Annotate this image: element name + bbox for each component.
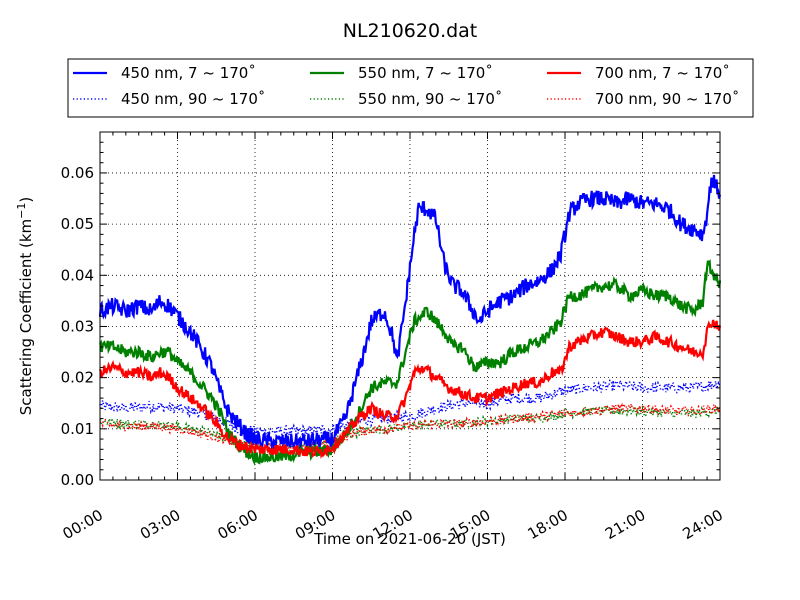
series-line-450-nm-90-170: [99, 377, 721, 440]
y-tick-label: 0.03: [61, 317, 94, 335]
series-line-550-nm-7-170: [99, 258, 722, 467]
series-layer: [98, 174, 722, 467]
legend-label-700-nm-90-170: 700 nm, 90 ~ 170˚: [595, 90, 739, 108]
y-tick-label: 0.04: [61, 266, 94, 284]
y-axis-title: Scattering Coefficient (km−1): [15, 197, 35, 416]
legend-label-450-nm-7-170: 450 nm, 7 ~ 170˚: [121, 64, 256, 82]
y-tick-label: 0.06: [61, 164, 94, 182]
legend-label-550-nm-90-170: 550 nm, 90 ~ 170˚: [358, 90, 502, 108]
y-tick-label: 0.05: [61, 215, 94, 233]
plot-area: 00:00 03:00 06:00 09:00 12:00 15:00 18:00 21:00…: [60, 131, 726, 543]
legend-label-700-nm-7-170: 700 nm, 7 ~ 170˚: [595, 64, 730, 82]
legend: 450 nm, 7 ~ 170˚ 550 nm, 7 ~ 170˚ 700 nm, …: [67, 58, 754, 118]
legend-frame: [67, 58, 754, 118]
y-tick-label: 0.02: [61, 369, 94, 387]
legend-label-550-nm-7-170: 550 nm, 7 ~ 170˚: [358, 64, 493, 82]
x-axis-title: Time on 2021-06-20 (JST): [313, 530, 506, 548]
series-line-700-nm-90-170: [99, 400, 721, 454]
legend-label-450-nm-90-170: 450 nm, 90 ~ 170˚: [121, 90, 265, 108]
y-tick-label: 0.01: [61, 420, 94, 438]
y-tick-label: 0.00: [61, 471, 94, 489]
series-line-450-nm-7-170: [98, 174, 722, 450]
series-line-700-nm-7-170: [98, 319, 722, 459]
chart-title: NL210620.dat: [343, 20, 478, 42]
